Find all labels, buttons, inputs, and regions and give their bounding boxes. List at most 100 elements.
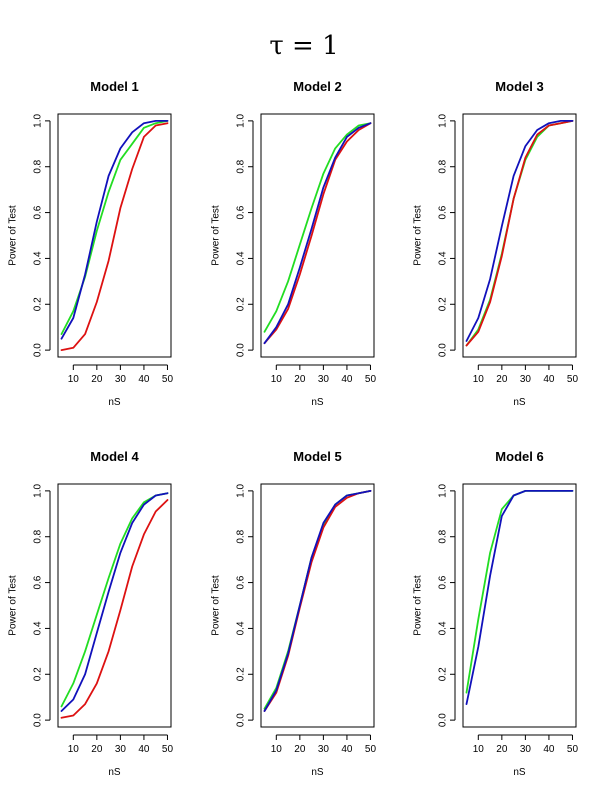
- y-tick-label: 0.2: [33, 297, 44, 311]
- series-line-green: [465, 120, 574, 347]
- x-tick-label: 30: [520, 374, 532, 385]
- x-axis-label: nS: [108, 397, 121, 408]
- x-axis-label: nS: [311, 767, 324, 778]
- y-tick-label: 0.8: [236, 529, 247, 543]
- y-axis-label: Power of Test: [211, 205, 222, 266]
- y-tick-label: 1.0: [236, 113, 247, 127]
- y-axis: 0.0 0.2 0.4 0.6 0.8 1.0 Power of Test: [8, 113, 51, 357]
- x-axis-label: nS: [108, 767, 121, 778]
- y-tick-label: 0.0: [438, 713, 449, 727]
- y-axis-label: Power of Test: [211, 575, 222, 636]
- x-tick-label: 40: [341, 374, 353, 385]
- x-tick-label: 30: [520, 744, 532, 755]
- series-line-red: [60, 122, 169, 352]
- plot-frame: [57, 113, 172, 358]
- x-tick-label: 30: [318, 374, 330, 385]
- x-tick-label: 40: [543, 744, 555, 755]
- x-tick-label: 50: [162, 744, 174, 755]
- x-tick-label: 20: [294, 374, 306, 385]
- x-tick-label: 30: [115, 744, 127, 755]
- chart-panel-3: Model 3 0.0 0.2 0.4 0.6 0.8 1.0 Power of Test 10…: [413, 79, 579, 408]
- panel-title: Model 1: [90, 79, 138, 94]
- x-axis: 10 20 30 40 50 nS: [68, 364, 174, 408]
- x-tick-label: 50: [567, 744, 579, 755]
- y-tick-label: 0.2: [438, 667, 449, 681]
- y-axis: 0.0 0.2 0.4 0.6 0.8 1.0 Power of Test: [211, 483, 254, 727]
- x-axis: 10 20 30 40 50 nS: [68, 734, 174, 778]
- y-axis-label: Power of Test: [413, 575, 424, 636]
- y-tick-label: 0.2: [33, 667, 44, 681]
- y-tick-label: 0.0: [33, 343, 44, 357]
- chart-panel-5: Model 5 0.0 0.2 0.4 0.6 0.8 1.0 Power of Test 10…: [211, 449, 377, 778]
- x-tick-label: 50: [365, 744, 377, 755]
- panel-title: Model 5: [293, 449, 341, 464]
- y-tick-label: 0.0: [236, 343, 247, 357]
- y-tick-label: 0.8: [438, 159, 449, 173]
- panel-title: Model 2: [293, 79, 341, 94]
- y-tick-label: 0.6: [33, 205, 44, 219]
- plot-frame: [462, 483, 577, 728]
- x-tick-label: 40: [543, 374, 555, 385]
- y-axis-label: Power of Test: [8, 205, 19, 266]
- x-tick-label: 10: [68, 374, 80, 385]
- series-line-green: [465, 489, 574, 694]
- y-tick-label: 0.4: [438, 621, 449, 635]
- x-axis: 10 20 30 40 50 nS: [473, 734, 579, 778]
- x-tick-label: 10: [473, 374, 485, 385]
- y-tick-label: 0.4: [236, 621, 247, 635]
- y-tick-label: 0.8: [33, 529, 44, 543]
- x-tick-label: 30: [318, 744, 330, 755]
- y-tick-label: 0.6: [236, 205, 247, 219]
- y-tick-label: 0.6: [236, 575, 247, 589]
- y-tick-label: 0.4: [438, 251, 449, 265]
- panel-title: Model 6: [495, 449, 543, 464]
- plot-frame: [462, 113, 577, 358]
- x-axis-label: nS: [513, 397, 526, 408]
- y-axis: 0.0 0.2 0.4 0.6 0.8 1.0 Power of Test: [413, 483, 456, 727]
- x-tick-label: 10: [271, 374, 283, 385]
- series-line-green: [60, 492, 169, 708]
- y-tick-label: 0.4: [33, 621, 44, 635]
- y-axis-label: Power of Test: [8, 575, 19, 636]
- series-line-blue: [60, 492, 169, 712]
- y-tick-label: 0.2: [438, 297, 449, 311]
- y-tick-label: 0.6: [438, 205, 449, 219]
- series-line-blue: [60, 120, 169, 340]
- x-axis-label: nS: [513, 767, 526, 778]
- figure-title: τ = 1: [269, 31, 338, 61]
- y-axis: 0.0 0.2 0.4 0.6 0.8 1.0 Power of Test: [211, 113, 254, 357]
- x-tick-label: 30: [115, 374, 127, 385]
- x-tick-label: 20: [496, 744, 508, 755]
- y-tick-label: 1.0: [438, 483, 449, 497]
- x-tick-label: 20: [91, 374, 103, 385]
- x-tick-label: 20: [496, 374, 508, 385]
- chart-panel-2: Model 2 0.0 0.2 0.4 0.6 0.8 1.0 Power of Test 10…: [211, 79, 377, 408]
- y-tick-label: 1.0: [33, 483, 44, 497]
- x-axis: 10 20 30 40 50 nS: [271, 364, 376, 408]
- x-tick-label: 10: [68, 744, 80, 755]
- y-tick-label: 0.2: [236, 667, 247, 681]
- y-tick-label: 0.6: [438, 575, 449, 589]
- y-tick-label: 0.2: [236, 297, 247, 311]
- chart-panel-6: Model 6 0.0 0.2 0.4 0.6 0.8 1.0 Power of Test 10…: [413, 449, 579, 778]
- x-tick-label: 10: [271, 744, 283, 755]
- chart-panel-1: Model 1 0.0 0.2 0.4 0.6 0.8 1.0 Power of Test 10…: [8, 79, 174, 408]
- plot-frame: [57, 483, 172, 728]
- x-tick-label: 40: [138, 744, 150, 755]
- y-tick-label: 0.8: [438, 529, 449, 543]
- x-axis-label: nS: [311, 397, 324, 408]
- y-axis: 0.0 0.2 0.4 0.6 0.8 1.0 Power of Test: [413, 113, 456, 357]
- y-tick-label: 1.0: [236, 483, 247, 497]
- y-tick-label: 0.6: [33, 575, 44, 589]
- plot-frame: [260, 483, 375, 728]
- y-tick-label: 0.4: [236, 251, 247, 265]
- panel-title: Model 3: [495, 79, 543, 94]
- series-line-red: [263, 122, 372, 345]
- x-tick-label: 50: [162, 374, 174, 385]
- y-tick-label: 0.0: [236, 713, 247, 727]
- y-tick-label: 0.4: [33, 251, 44, 265]
- series-line-blue: [263, 122, 372, 345]
- y-axis-label: Power of Test: [413, 205, 424, 266]
- x-axis: 10 20 30 40 50 nS: [473, 364, 578, 408]
